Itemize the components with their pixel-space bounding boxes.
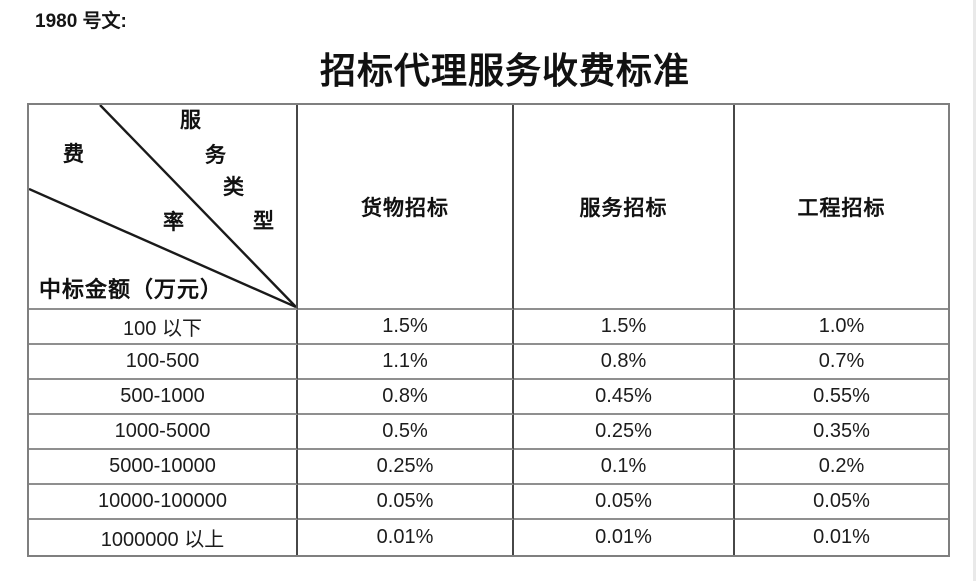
amount-range-cell: 500-1000 <box>29 380 298 415</box>
goods-rate-cell: 0.01% <box>298 520 514 555</box>
engineering-rate-cell: 0.01% <box>813 526 870 548</box>
goods-rate-cell: 0.25% <box>298 450 514 485</box>
goods-rate-cell: 0.8% <box>298 380 514 415</box>
amount-range-cell: 100-500 <box>29 345 298 380</box>
page-title: 招标代理服务收费标准 <box>319 51 690 91</box>
corner-fee-rate-char: 费 <box>63 142 84 166</box>
amount-range-cell: 10000-100000 <box>29 485 298 520</box>
corner-service-type-char: 服 <box>180 108 201 132</box>
engineering-rate-cell: 1.0% <box>735 310 948 345</box>
corner-service-type-char: 型 <box>253 209 274 233</box>
fee-rate-table: 服 务 类 型 费 率 中标金额（万元） 货物招标 服务招标 工程招标 100 … <box>27 103 950 557</box>
engineering-rate-cell: 0.05% <box>735 485 948 520</box>
page-edge-shadow <box>973 0 976 581</box>
corner-fee-rate-char: 率 <box>163 210 184 234</box>
diagonal-divider-lines <box>29 105 296 308</box>
services-rate-cell: 0.05% <box>514 485 735 520</box>
engineering-rate-cell: 0.55% <box>735 380 948 415</box>
table-corner-header-cell: 服 务 类 型 费 率 中标金额（万元） <box>29 105 298 310</box>
services-rate-cell: 0.01% <box>514 520 735 555</box>
document-number-label: 1980 号文: <box>35 11 127 32</box>
column-header-service-bidding: 服务招标 <box>514 105 735 310</box>
engineering-rate-cell: 0.35% <box>735 415 948 450</box>
goods-rate-cell: 0.5% <box>298 415 514 450</box>
services-rate-cell: 0.45% <box>514 380 735 415</box>
goods-rate-cell: 1.1% <box>298 345 514 380</box>
amount-range-cell: 1000-5000 <box>29 415 298 450</box>
goods-rate-cell: 0.05% <box>298 485 514 520</box>
corner-service-type-char: 类 <box>223 175 244 199</box>
column-header-engineering-bidding: 工程招标 <box>735 105 948 310</box>
services-rate-cell: 0.8% <box>514 345 735 380</box>
services-rate-cell: 1.5% <box>514 310 735 345</box>
amount-range-cell: 1000000 以上 <box>29 520 298 555</box>
services-rate-cell: 0.1% <box>514 450 735 485</box>
engineering-rate-cell: 0.2% <box>735 450 948 485</box>
amount-range-cell: 5000-10000 <box>29 450 298 485</box>
corner-service-type-char: 务 <box>205 143 226 167</box>
column-header-goods-bidding: 货物招标 <box>298 105 514 310</box>
engineering-rate-cell: 0.7% <box>735 345 948 380</box>
corner-amount-label: 中标金额（万元） <box>39 277 224 302</box>
goods-rate-cell: 1.5% <box>298 310 514 345</box>
services-rate-cell: 0.25% <box>514 415 735 450</box>
amount-range-cell: 100 以下 <box>29 310 298 345</box>
